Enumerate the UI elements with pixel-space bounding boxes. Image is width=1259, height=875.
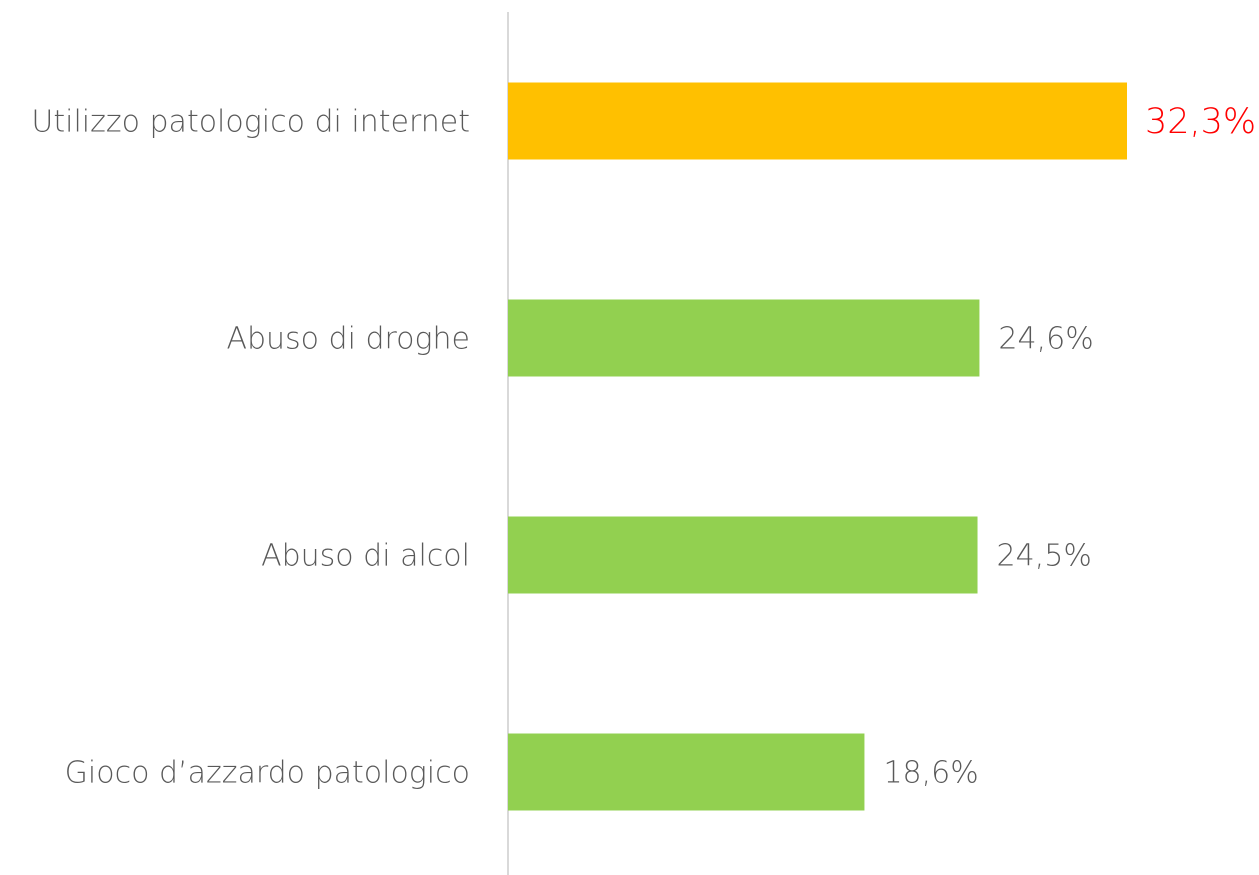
bar: [508, 516, 978, 594]
bar: [508, 733, 865, 811]
value-label: 24,6%: [998, 322, 1093, 357]
bar: [508, 82, 1127, 160]
category-label: Utilizzo patologico di internet: [31, 105, 470, 140]
value-label: 18,6%: [883, 756, 978, 791]
category-label: Abuso di alcol: [261, 539, 470, 574]
value-label: 24,5%: [997, 539, 1092, 574]
value-label: 32,3%: [1145, 102, 1256, 142]
bar: [508, 299, 980, 377]
category-label: Abuso di droghe: [226, 322, 470, 357]
category-label: Gioco d’azzardo patologico: [65, 756, 470, 791]
